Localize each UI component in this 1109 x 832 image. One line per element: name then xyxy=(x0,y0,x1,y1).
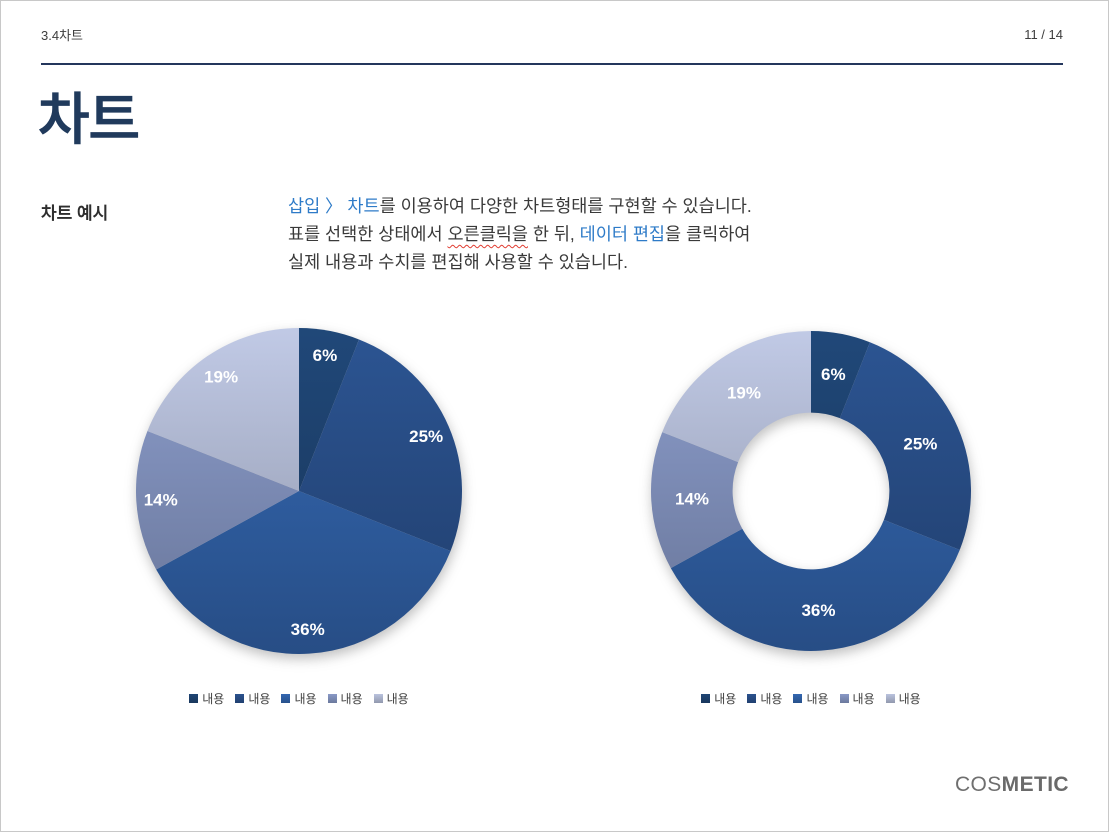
donut-chart: 6% 25% 36% 14% 19% xyxy=(649,329,973,653)
highlighted-text: 삽입 〉 차트 xyxy=(288,196,380,216)
slice-data-label: 25% xyxy=(903,435,937,454)
page-number: 11 / 14 xyxy=(1024,27,1063,42)
highlighted-text: 데이터 편집 xyxy=(579,224,666,244)
legend-label: 내용 xyxy=(294,692,317,706)
legend-item: 내용 xyxy=(235,690,270,707)
legend-label: 내용 xyxy=(714,692,737,706)
pie-slice-19% xyxy=(147,328,299,491)
slice-data-label: 6% xyxy=(313,346,338,365)
logo-prefix: COS xyxy=(954,773,1002,796)
breadcrumb: 3.4차트 xyxy=(41,28,83,43)
legend-swatch-icon xyxy=(701,694,711,703)
text-segment: 를 이용하여 다양한 차트형태를 구현할 수 있습니다. xyxy=(379,196,752,216)
slice-data-label: 14% xyxy=(675,489,709,508)
legend-item: 내용 xyxy=(373,690,409,707)
legend-label: 내용 xyxy=(806,692,829,706)
text-segment: 을 클릭하여 xyxy=(665,224,751,244)
legend-item: 내용 xyxy=(327,690,363,707)
legend-label: 내용 xyxy=(386,692,409,706)
donut-slice-36% xyxy=(670,519,960,652)
legend-swatch-icon xyxy=(373,694,383,703)
legend-item: 내용 xyxy=(839,690,875,707)
pie-slice-25% xyxy=(299,339,462,552)
pie-chart-legend: 내용 내용 내용 내용 내용 xyxy=(134,690,464,707)
donut-chart-legend: 내용 내용 내용 내용 내용 xyxy=(649,690,973,707)
legend-label: 내용 xyxy=(898,692,921,706)
legend-item: 내용 xyxy=(701,690,736,707)
legend-label: 내용 xyxy=(248,692,271,706)
legend-swatch-icon xyxy=(839,694,849,703)
legend-swatch-icon xyxy=(747,694,757,703)
slice-data-label: 19% xyxy=(204,367,238,386)
description-text: 삽입 〉 차트를 이용하여 다양한 차트형태를 구현할 수 있습니다. 표를 선택… xyxy=(288,192,752,276)
pie-slice-14% xyxy=(136,430,299,570)
slice-data-label: 19% xyxy=(727,383,761,402)
pie-slice-6% xyxy=(299,328,360,491)
text-segment: 오른클릭을 xyxy=(447,224,529,244)
slide-header: 3.4차트 11 / 14 xyxy=(41,25,1063,44)
description-line: 삽입 〉 차트를 이용하여 다양한 차트형태를 구현할 수 있습니다. xyxy=(288,192,752,220)
cosmetic-logo: COSMETIC xyxy=(955,773,1069,797)
text-segment: 한 뒤, xyxy=(528,224,580,244)
legend-item: 내용 xyxy=(281,690,317,707)
slice-data-label: 36% xyxy=(801,601,835,620)
legend-label: 내용 xyxy=(340,692,363,706)
slice-data-label: 14% xyxy=(144,491,178,510)
text-segment: 실제 내용과 수치를 편집해 사용할 수 있습니다. xyxy=(288,252,628,272)
legend-item: 내용 xyxy=(189,690,224,707)
legend-swatch-icon xyxy=(281,694,291,703)
donut-slice-19% xyxy=(662,331,811,463)
legend-item: 내용 xyxy=(793,690,829,707)
legend-label: 내용 xyxy=(760,692,783,706)
slice-data-label: 36% xyxy=(291,620,325,639)
pie-slice-36% xyxy=(156,491,451,654)
legend-swatch-icon xyxy=(885,694,895,703)
donut-slice-25% xyxy=(839,342,971,550)
donut-slice-14% xyxy=(651,432,743,569)
page-title: 차트 xyxy=(38,88,140,151)
legend-swatch-icon xyxy=(235,694,245,703)
logo-suffix: METIC xyxy=(1001,773,1069,796)
legend-swatch-icon xyxy=(189,694,199,703)
legend-item: 내용 xyxy=(747,690,782,707)
example-label: 차트 예시 xyxy=(41,204,109,223)
slice-data-label: 6% xyxy=(821,365,846,384)
legend-item: 내용 xyxy=(885,690,921,707)
header-divider xyxy=(41,63,1063,65)
legend-label: 내용 xyxy=(852,692,875,706)
donut-slice-6% xyxy=(811,331,870,419)
legend-swatch-icon xyxy=(327,694,337,703)
slice-data-label: 25% xyxy=(409,427,443,446)
pie-chart: 6% 25% 36% 14% 19% xyxy=(134,326,464,656)
description-line: 표를 선택한 상태에서 오른클릭을 한 뒤, 데이터 편집을 클릭하여 xyxy=(288,220,752,248)
legend-label: 내용 xyxy=(202,692,225,706)
text-segment: 표를 선택한 상태에서 xyxy=(288,224,448,244)
legend-swatch-icon xyxy=(793,694,803,703)
description-line: 실제 내용과 수치를 편집해 사용할 수 있습니다. xyxy=(288,248,752,276)
